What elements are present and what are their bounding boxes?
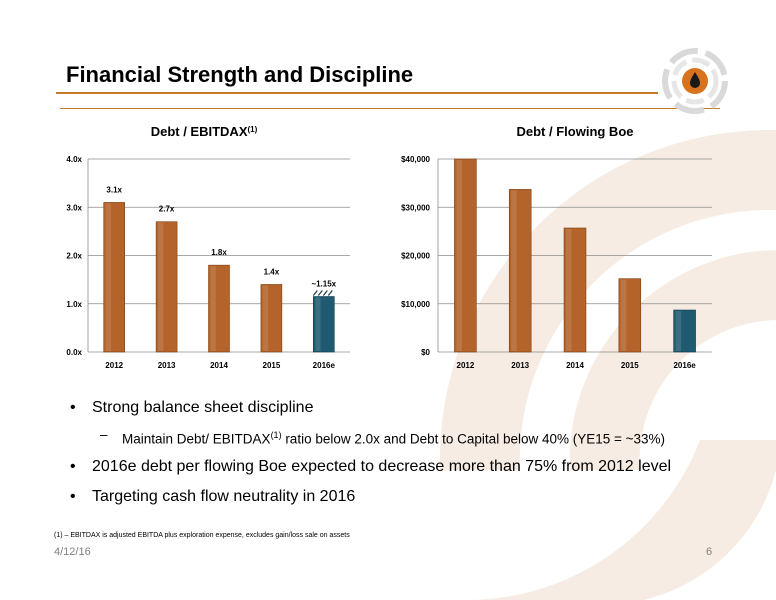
- x-tick-label: 2015: [263, 361, 281, 370]
- y-tick-label: $40,000: [401, 155, 430, 164]
- bullet-dot-icon: •: [70, 457, 76, 475]
- dash-icon: –: [100, 427, 108, 442]
- x-tick-label: 2015: [621, 361, 639, 370]
- footnote: (1) – EBITDAX is adjusted EBITDA plus ex…: [54, 532, 350, 539]
- data-label: 1.8x: [211, 248, 227, 257]
- y-tick-label: 4.0x: [66, 155, 82, 164]
- bar-highlight: [566, 228, 572, 351]
- estimate-hatch: [327, 290, 333, 296]
- bullet-item: • Strong balance sheet discipline: [70, 398, 750, 418]
- bar: [563, 227, 587, 353]
- data-label: 2.7x: [159, 205, 175, 214]
- bar-highlight: [511, 190, 517, 351]
- bar: [155, 221, 178, 353]
- sub-bullet-text-a: Maintain Debt/ EBITDAX: [122, 431, 271, 447]
- bar-highlight: [675, 311, 682, 351]
- bar-highlight: [456, 160, 462, 351]
- bar-highlight: [262, 285, 269, 351]
- y-tick-label: $10,000: [401, 300, 430, 309]
- data-label: ~1.15x: [311, 280, 336, 289]
- bar: [508, 189, 532, 353]
- estimate-hatch: [312, 290, 318, 296]
- sub-bullet-text-b: ratio below 2.0x and Debt to Capital bel…: [281, 431, 666, 447]
- company-logo: [662, 48, 728, 114]
- bullet-dot-icon: •: [70, 487, 76, 505]
- y-tick-label: $20,000: [401, 252, 430, 261]
- bar: [454, 158, 477, 353]
- bar-highlight: [315, 297, 321, 351]
- title-rule: [56, 92, 658, 94]
- estimate-hatch: [317, 290, 323, 296]
- bar: [673, 309, 696, 353]
- bullet-text: Strong balance sheet discipline: [92, 399, 314, 416]
- y-tick-label: 3.0x: [66, 203, 82, 212]
- slide-date: 4/12/16: [54, 546, 91, 558]
- x-tick-label: 2013: [158, 361, 176, 370]
- y-tick-label: 2.0x: [66, 252, 82, 261]
- x-tick-label: 2014: [210, 361, 228, 370]
- bar-highlight: [620, 279, 627, 351]
- estimate-hatch: [322, 290, 328, 296]
- y-tick-label: 0.0x: [66, 348, 82, 357]
- sub-bullet-item: – Maintain Debt/ EBITDAX(1) ratio below 2…: [70, 426, 750, 449]
- bullet-dot-icon: •: [70, 399, 76, 416]
- bullet-list: • Strong balance sheet discipline – Mainta…: [70, 398, 750, 507]
- bar-highlight: [105, 203, 111, 351]
- bar-highlight: [210, 266, 216, 351]
- y-tick-label: $0: [421, 348, 430, 357]
- bar: [208, 264, 230, 353]
- bar: [618, 278, 642, 353]
- x-tick-label: 2013: [511, 361, 529, 370]
- bar: [313, 296, 335, 353]
- bar: [103, 202, 125, 353]
- data-label: 3.1x: [106, 185, 122, 194]
- chart-title: Debt / EBITDAX(1): [151, 124, 258, 139]
- bullet-item: • Targeting cash flow neutrality in 2016: [70, 487, 750, 507]
- y-tick-label: 1.0x: [66, 300, 82, 309]
- x-tick-label: 2016e: [673, 361, 696, 370]
- x-tick-label: 2012: [457, 361, 475, 370]
- bullet-text: 2016e debt per flowing Boe expected to d…: [92, 457, 672, 475]
- bar-highlight: [158, 222, 164, 351]
- x-tick-label: 2012: [105, 361, 123, 370]
- bullet-item: • 2016e debt per flowing Boe expected to …: [70, 457, 750, 477]
- y-tick-label: $30,000: [401, 203, 430, 212]
- data-label: 1.4x: [264, 267, 280, 276]
- x-tick-label: 2016e: [313, 361, 336, 370]
- chart-title: Debt / Flowing Boe: [517, 124, 634, 139]
- slide-title: Financial Strength and Discipline: [66, 62, 414, 87]
- sub-bullet-sup: (1): [270, 430, 282, 440]
- x-tick-label: 2014: [566, 361, 584, 370]
- bullet-text: Targeting cash flow neutrality in 2016: [92, 487, 356, 505]
- title-rule-thin: [60, 108, 720, 109]
- page-number: 6: [706, 546, 713, 558]
- bar: [260, 284, 283, 353]
